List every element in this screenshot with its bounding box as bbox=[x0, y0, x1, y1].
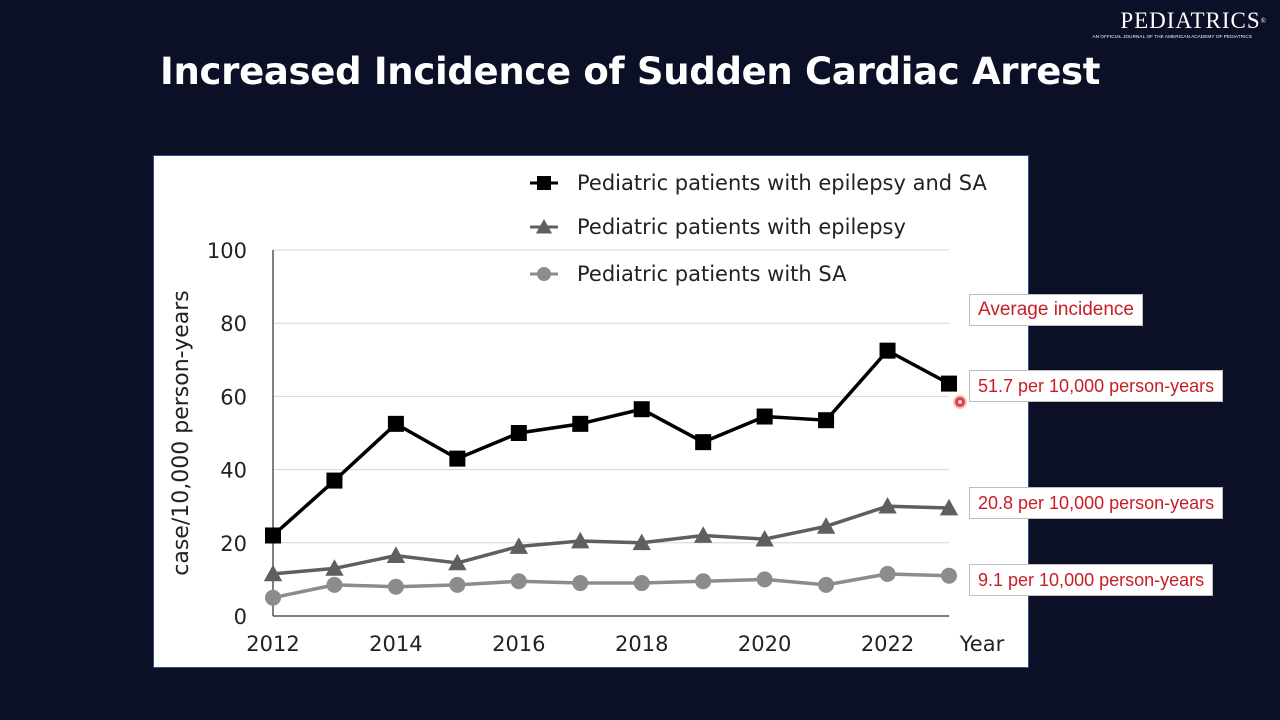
x-tick-label: 2020 bbox=[738, 632, 791, 656]
slide-title: Increased Incidence of Sudden Cardiac Ar… bbox=[160, 50, 1101, 93]
data-point-series-2 bbox=[448, 553, 467, 571]
y-tick-label: 60 bbox=[220, 385, 247, 409]
data-point-series-2 bbox=[325, 559, 344, 576]
data-point-series-2 bbox=[571, 531, 590, 549]
data-point-series-2 bbox=[386, 546, 406, 563]
logo-tagline: AN OFFICIAL JOURNAL OF THE AMERICAN ACAD… bbox=[1092, 34, 1252, 39]
data-point-series-1 bbox=[756, 408, 773, 425]
x-tick-label: 2016 bbox=[492, 632, 545, 656]
y-axis-label: case/10,000 person-years bbox=[169, 290, 194, 575]
callout-epilepsy-sa-average: 51.7 per 10,000 person-years bbox=[969, 370, 1224, 402]
legend-label: Pediatric patients with epilepsy and SA bbox=[577, 171, 987, 195]
data-point-series-2 bbox=[632, 533, 651, 551]
data-point-series-1 bbox=[265, 527, 281, 544]
callout-average-incidence: Average incidence bbox=[969, 294, 1143, 326]
data-point-series-3 bbox=[265, 589, 281, 606]
data-point-series-2 bbox=[693, 526, 713, 543]
y-tick-label: 80 bbox=[220, 312, 247, 336]
x-tick-label: 2014 bbox=[369, 632, 422, 656]
data-point-series-3 bbox=[818, 576, 835, 593]
y-tick-label: 40 bbox=[220, 459, 247, 483]
data-point-series-3 bbox=[756, 571, 773, 588]
data-point-series-1 bbox=[510, 425, 527, 441]
data-point-series-3 bbox=[879, 565, 896, 582]
data-point-series-2 bbox=[878, 497, 897, 514]
legend-marker bbox=[537, 176, 551, 190]
x-tick-label: 2022 bbox=[861, 632, 914, 656]
data-point-series-1 bbox=[879, 342, 896, 359]
data-point-series-1 bbox=[387, 415, 404, 432]
y-tick-label: 100 bbox=[207, 239, 247, 263]
series-line-1 bbox=[271, 348, 950, 537]
data-point-series-1 bbox=[572, 415, 589, 432]
legend-label: Pediatric patients with SA bbox=[577, 262, 847, 286]
data-point-series-2 bbox=[509, 537, 529, 554]
legend-marker bbox=[535, 218, 553, 234]
legend-marker bbox=[537, 267, 551, 281]
x-axis-label: Year bbox=[959, 632, 1005, 656]
data-point-series-3 bbox=[326, 576, 343, 593]
data-point-series-1 bbox=[695, 434, 712, 451]
x-tick-label: 2012 bbox=[246, 632, 299, 656]
legend-label: Pediatric patients with epilepsy bbox=[577, 215, 906, 239]
x-tick-label: 2018 bbox=[615, 632, 668, 656]
pediatrics-logo: PEDIATRICS® AN OFFICIAL JOURNAL OF THE A… bbox=[1076, 8, 1266, 40]
data-point-series-3 bbox=[510, 573, 527, 590]
chart-panel: 0 20 40 60 80 100 2012 2014 2016 2018 2020 2022 Year… bbox=[153, 155, 1029, 668]
laser-pointer-dot bbox=[955, 397, 965, 407]
data-point-series-3 bbox=[633, 575, 650, 592]
data-point-series-1 bbox=[941, 375, 957, 392]
data-point-series-2 bbox=[816, 517, 836, 534]
callout-epilepsy-average: 20.8 per 10,000 person-years bbox=[969, 487, 1224, 519]
data-point-series-1 bbox=[449, 450, 466, 467]
data-point-series-1 bbox=[633, 401, 650, 418]
y-tick-label: 20 bbox=[220, 532, 247, 556]
logo-name: PEDIATRICS bbox=[1120, 8, 1261, 33]
data-point-series-3 bbox=[941, 567, 957, 584]
callout-sa-average: 9.1 per 10,000 person-years bbox=[969, 564, 1214, 596]
series-line-2 bbox=[272, 504, 950, 576]
data-point-series-2 bbox=[263, 564, 283, 582]
y-tick-label: 0 bbox=[234, 605, 247, 629]
line-chart: 0 20 40 60 80 100 2012 2014 2016 2018 2020 2022 Year… bbox=[169, 171, 1005, 656]
registered-mark: ® bbox=[1260, 17, 1266, 25]
data-point-series-2 bbox=[939, 498, 959, 516]
data-point-series-3 bbox=[387, 578, 404, 595]
data-point-series-2 bbox=[755, 529, 774, 547]
data-point-series-1 bbox=[818, 412, 835, 429]
data-point-series-3 bbox=[449, 576, 466, 593]
series-line-3 bbox=[272, 572, 950, 600]
data-point-series-3 bbox=[695, 573, 712, 590]
data-point-series-1 bbox=[326, 472, 343, 489]
data-point-series-3 bbox=[572, 575, 589, 592]
